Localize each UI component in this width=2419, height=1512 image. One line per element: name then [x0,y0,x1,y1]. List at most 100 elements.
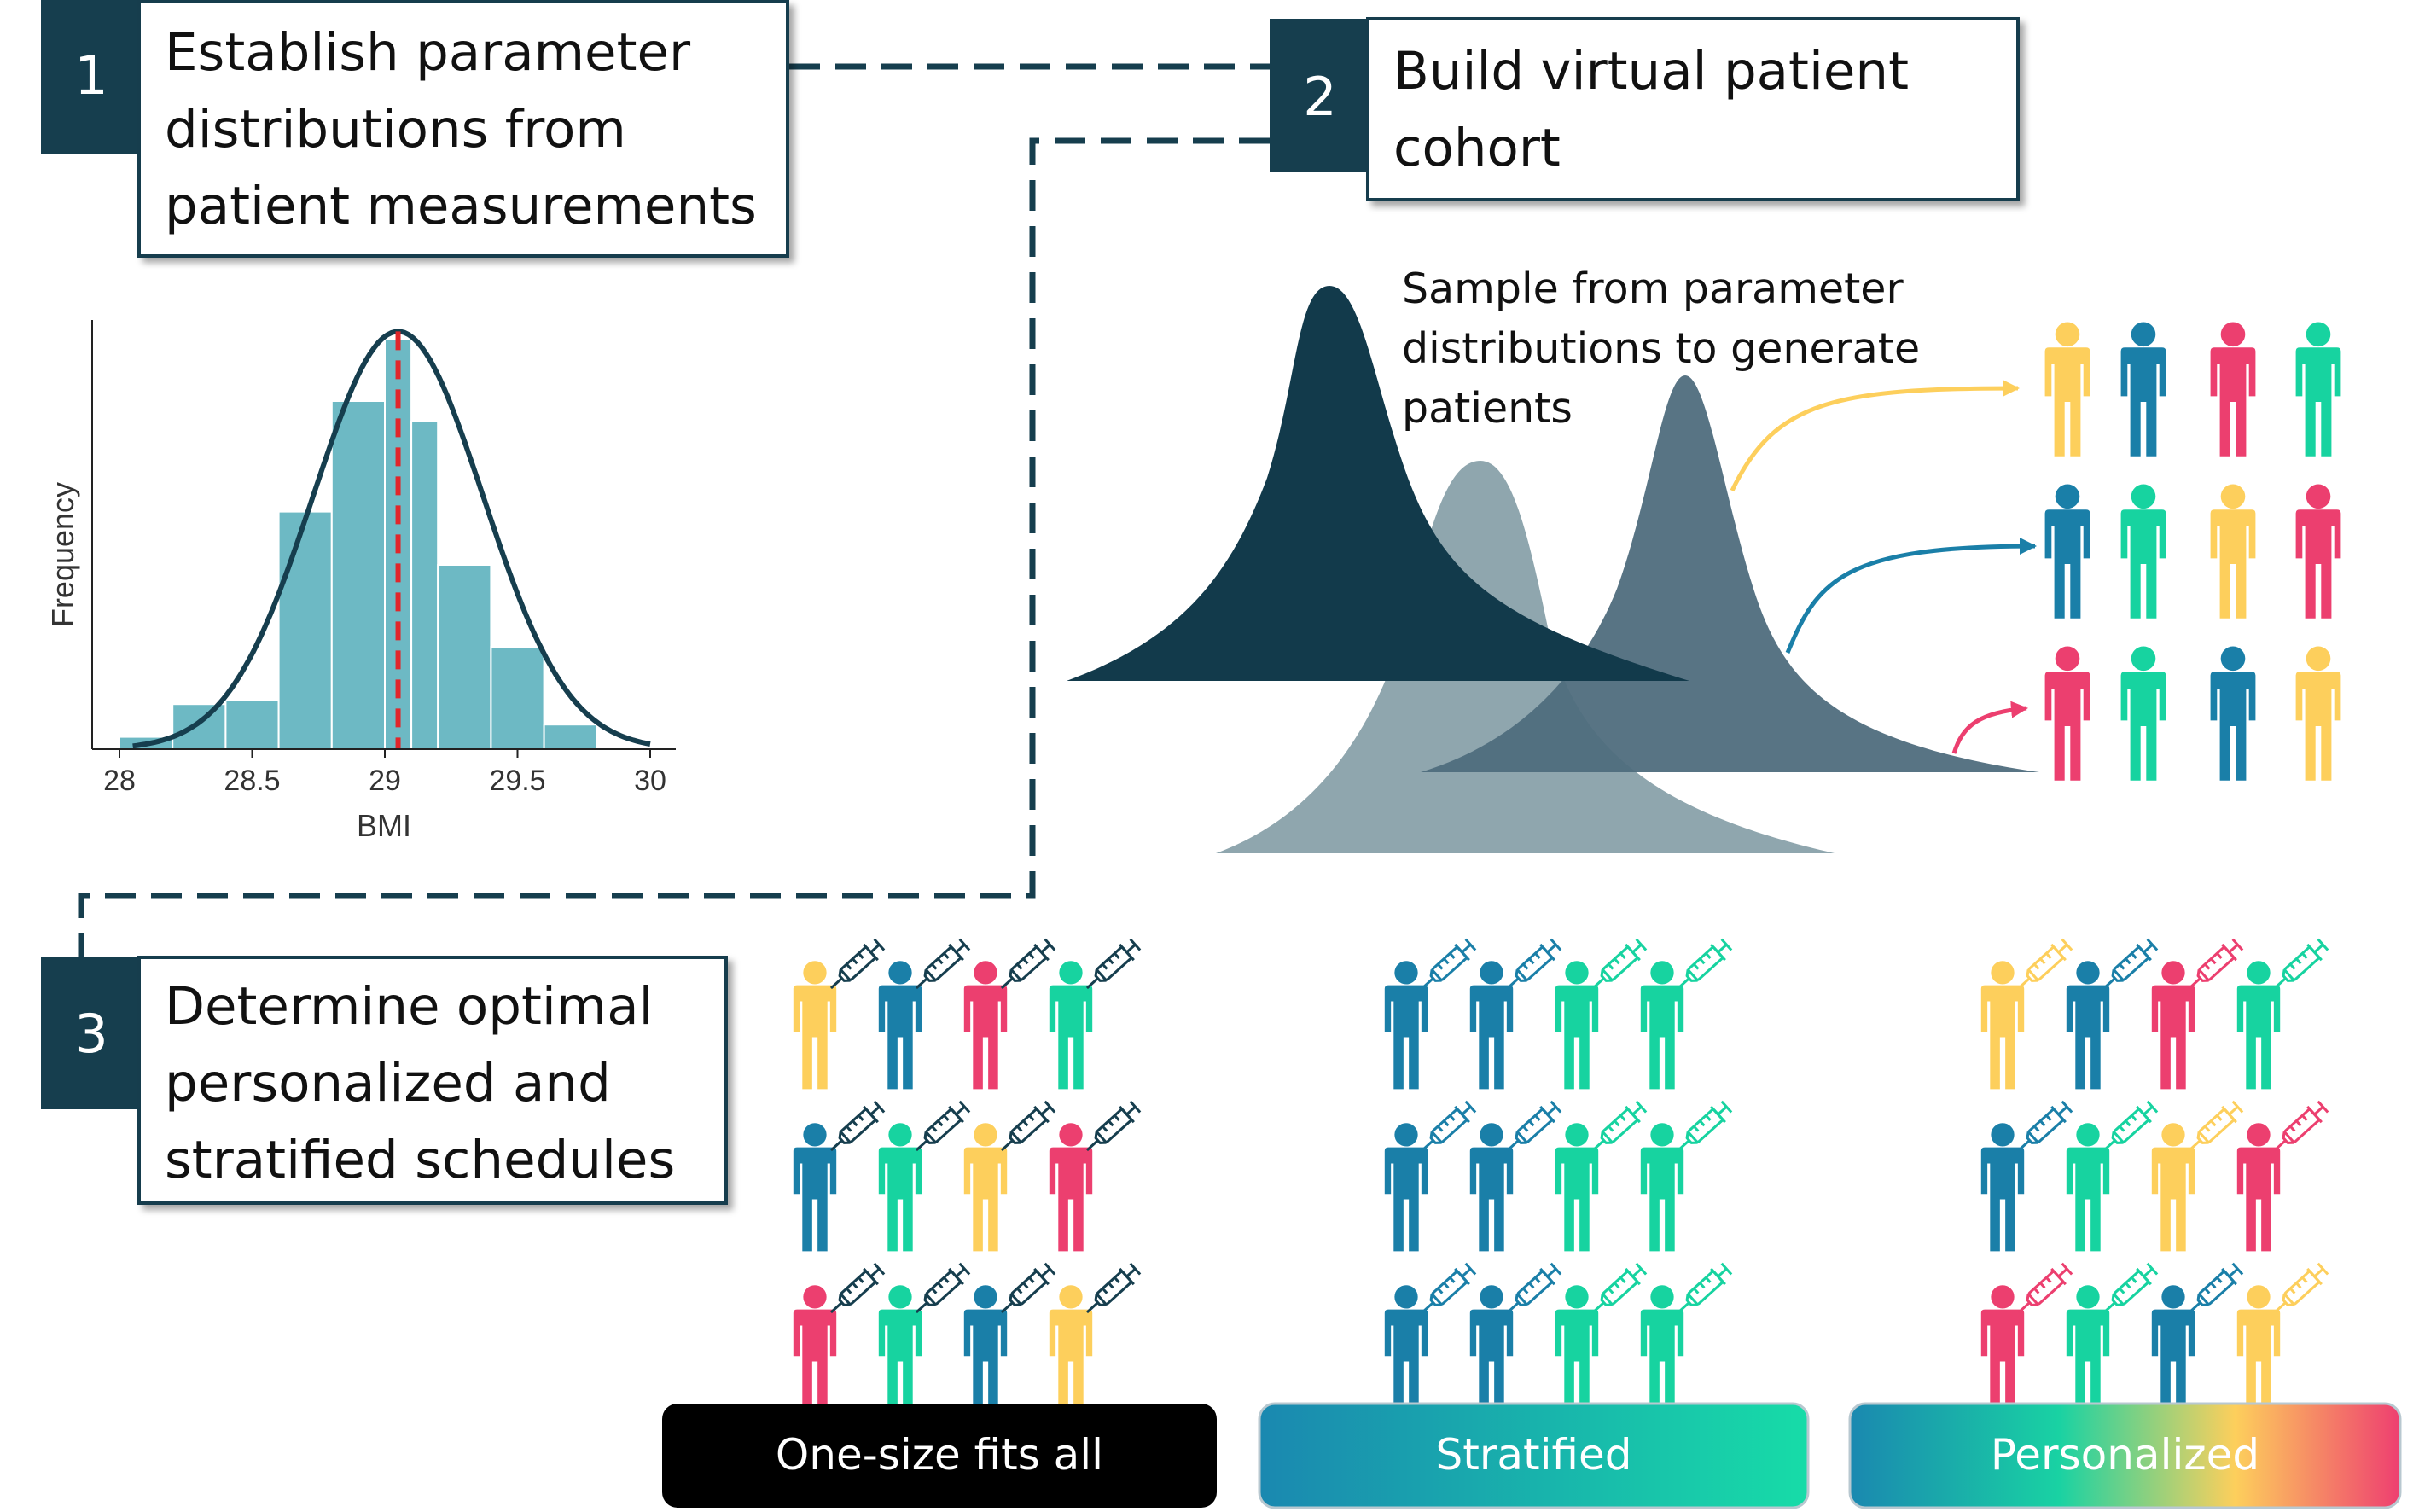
x-tick-label: 30 [634,765,666,797]
person-icon [1384,961,1428,1090]
dashed-connectors [78,63,1270,960]
y-axis-label: Frequency [45,482,80,627]
person-icon [2066,961,2110,1090]
person-icon [2236,961,2281,1090]
x-axis-label: BMI [357,808,411,843]
person-icon [1049,961,1093,1090]
person-icon [1640,961,1684,1090]
person-icon [2120,322,2166,457]
person-icon [878,1123,922,1252]
syringe-icon [829,938,886,990]
person-icon [2151,1123,2195,1252]
person-icon [2066,1285,2110,1414]
person-icon [2151,1285,2195,1414]
strategy-label: Stratified [1435,1430,1631,1480]
strategy-label-button: Stratified [1258,1402,1810,1509]
histogram-bar [172,703,227,751]
histogram-bar [410,421,439,750]
syringe-icon [2017,1100,2073,1152]
step-3-number: 3 [74,1003,108,1065]
person-icon [793,1123,837,1252]
person-icon [878,961,922,1090]
bmi-histogram: 28 28.5 29 29.5 30 BMI Frequency [45,320,676,843]
strategy-label-bg [662,1404,1217,1508]
step-3-line: stratified schedules [165,1130,675,1190]
person-icon [963,961,1008,1090]
person-icon [2295,484,2341,619]
step-1-number: 1 [74,44,108,107]
strategy-label: Personalized [1991,1430,2259,1480]
syringe-icon [915,938,971,990]
arrow-blue [1785,538,2037,654]
step-2-badge [1270,19,1370,172]
sample-caption-line: distributions to generate [1402,324,1920,373]
step-1-box [137,0,789,258]
virtual-patient-cohort [2044,322,2341,781]
person-icon [2210,322,2256,457]
syringe-icon [1421,1100,1477,1152]
step-1-text: Establish parameter distributions from p… [165,22,757,236]
person-icon [2066,1123,2110,1252]
syringe-icon [1506,938,1562,990]
person-icon [1555,1123,1599,1252]
person-icon [2210,484,2256,619]
connector-2-to-3 [78,137,1270,960]
person-icon [1980,1123,2025,1252]
step-2-text: Build virtual patient cohort [1393,41,1925,178]
person-icon [1469,1285,1514,1414]
syringe-icon [1677,1100,1733,1152]
histogram-bar [543,724,598,751]
person-icon [963,1123,1008,1252]
person-icon [1384,1285,1428,1414]
step-2-box [1366,17,2020,201]
sample-caption-line: Sample from parameter [1402,265,1904,313]
distribution-dark [1067,286,1689,681]
syringe-icon [2017,938,2073,990]
syringe-icon [1591,1262,1648,1314]
person-icon [793,961,837,1090]
syringe-icon [2273,1262,2329,1314]
syringe-icon [1506,1262,1562,1314]
syringe-icon [1677,1262,1733,1314]
person-icon [1049,1123,1093,1252]
step-2-line: cohort [1393,118,1561,178]
person-icon [1640,1285,1684,1414]
step-1-badge [41,0,142,154]
syringe-icon [829,1100,886,1152]
person-icon [1980,961,2025,1090]
parameter-distributions [1067,286,2039,853]
syringe-icon [2188,938,2244,990]
person-icon [2044,484,2090,619]
person-icon [878,1285,922,1414]
step-3-line: Determine optimal [165,976,654,1037]
sampling-arrows [1730,380,2037,754]
normal-fit-curve [132,329,651,749]
x-tick-label: 28 [103,765,136,797]
person-icon [2044,646,2090,781]
histogram-bar [224,699,280,751]
syringe-icon [1000,1100,1056,1152]
syringe-icon [1085,938,1142,990]
syringe-icon [829,1262,886,1314]
syringe-icon [1591,938,1648,990]
syringe-icon [1591,1100,1648,1152]
person-icon [2210,646,2256,781]
sample-caption-line: patients [1402,384,1573,433]
strategy-group: One-size fits all [662,938,1217,1508]
x-tick-label: 29 [369,765,401,797]
schedule-strategies: One-size fits all Stratified Personalized [662,938,2402,1509]
step-2-line: Build virtual patient [1393,41,1909,102]
histogram-bar [490,646,545,750]
person-icon [1555,1285,1599,1414]
strategy-label-button: Personalized [1848,1402,2402,1509]
person-icon [2120,646,2166,781]
person-icon [2151,961,2195,1090]
person-icon [1384,1123,1428,1252]
strategy-label-bg [1258,1402,1810,1509]
person-icon [2044,322,2090,457]
person-icon [1640,1123,1684,1252]
syringe-icon [1677,938,1733,990]
syringe-icon [2102,1100,2159,1152]
x-axis-ticks: 28 28.5 29 29.5 30 [103,749,666,797]
